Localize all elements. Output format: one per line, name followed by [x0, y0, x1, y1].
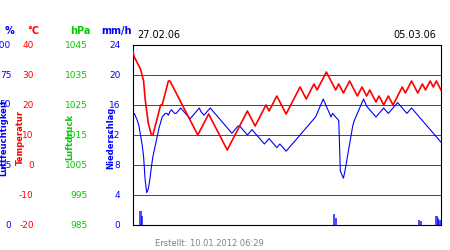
Text: %: % — [4, 26, 14, 36]
Bar — [438, 220, 441, 225]
Bar — [418, 220, 420, 225]
Text: Erstellt: 10.01.2012 06:29: Erstellt: 10.01.2012 06:29 — [155, 238, 264, 248]
Bar — [141, 216, 143, 225]
Text: 1015: 1015 — [65, 130, 88, 140]
Text: Niederschlag: Niederschlag — [106, 106, 115, 168]
Text: 12: 12 — [109, 130, 121, 140]
Text: -20: -20 — [19, 220, 34, 230]
Text: 0: 0 — [28, 160, 34, 170]
Text: 995: 995 — [71, 190, 88, 200]
Text: 100: 100 — [0, 40, 11, 50]
Text: 1025: 1025 — [65, 100, 88, 110]
Text: Luftfeuchtigkeit: Luftfeuchtigkeit — [0, 99, 8, 176]
Bar — [435, 216, 437, 225]
Bar — [437, 218, 439, 225]
Bar — [140, 210, 142, 225]
Text: 20: 20 — [109, 70, 121, 80]
Text: 0: 0 — [115, 220, 121, 230]
Text: °C: °C — [27, 26, 39, 36]
Text: 10: 10 — [22, 130, 34, 140]
Text: 4: 4 — [115, 190, 121, 200]
Bar — [420, 222, 422, 225]
Bar — [334, 218, 337, 225]
Text: 05.03.06: 05.03.06 — [394, 30, 436, 40]
Bar — [333, 214, 335, 225]
Text: Temperatur: Temperatur — [16, 110, 25, 165]
Text: 50: 50 — [0, 100, 11, 110]
Text: 20: 20 — [22, 100, 34, 110]
Text: 30: 30 — [22, 70, 34, 80]
Text: 75: 75 — [0, 70, 11, 80]
Text: 40: 40 — [22, 40, 34, 50]
Text: 985: 985 — [71, 220, 88, 230]
Text: 0: 0 — [5, 220, 11, 230]
Text: 1045: 1045 — [65, 40, 88, 50]
Text: 1035: 1035 — [65, 70, 88, 80]
Text: 16: 16 — [109, 100, 121, 110]
Text: 24: 24 — [109, 40, 121, 50]
Text: 8: 8 — [115, 160, 121, 170]
Text: 25: 25 — [0, 160, 11, 170]
Text: 1005: 1005 — [65, 160, 88, 170]
Text: hPa: hPa — [70, 26, 90, 36]
Text: mm/h: mm/h — [101, 26, 132, 36]
Text: 27.02.06: 27.02.06 — [137, 30, 180, 40]
Text: Luftdruck: Luftdruck — [65, 114, 74, 160]
Text: -10: -10 — [19, 190, 34, 200]
